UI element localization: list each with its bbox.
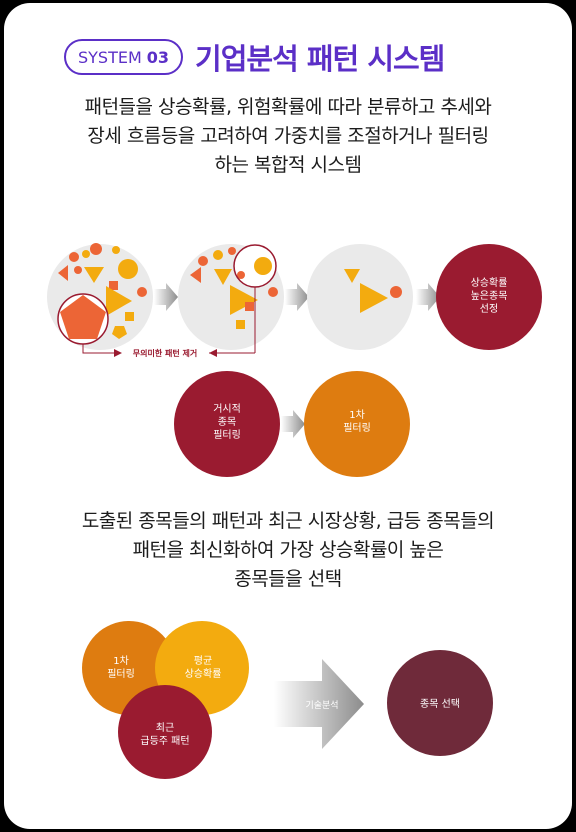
flow-arrow-2	[285, 283, 309, 311]
macro-filter-line: 필터링	[213, 429, 241, 441]
primary-filter-line: 필터링	[343, 422, 371, 434]
pattern-removal-connector: 무의미한 패턴 제거	[82, 287, 256, 358]
flow-arrow-1	[154, 283, 178, 311]
combo-a-line: 1차	[113, 655, 129, 667]
outro-line: 도출된 종목들의 패턴과 최근 시장상황, 급등 종목들의	[81, 510, 495, 532]
result-circle-top-stocks: 상승확률 높은종목 선정	[436, 244, 542, 350]
technical-analysis-arrow: 기술분석	[274, 659, 364, 749]
intro-line: 장세 흐름등을 고려하여 가중치를 조절하거나 필터링	[87, 125, 489, 147]
combo-b-line: 상승확률	[185, 668, 222, 680]
flow-arrow-3	[416, 283, 440, 311]
stage-circle-1	[47, 243, 153, 350]
system-card: SYSTEM 03 기업분석 패턴 시스템 패턴들을 상승확률, 위험확률에 따…	[4, 3, 572, 829]
system-badge: SYSTEM 03	[64, 39, 184, 75]
stock-selection-circle: 종목 선택	[387, 650, 493, 756]
primary-filter-circle: 1차 필터링	[304, 371, 410, 477]
system-diagram: 상승확률 높은종목 선정 무의미한 패턴 제거 거시적 종목 필터링 1차 필터…	[47, 243, 542, 779]
stock-selection-label: 종목 선택	[420, 698, 460, 710]
combo-circle-recent-surge: 최근 급등주 패턴	[118, 685, 212, 779]
macro-filter-circle: 거시적 종목 필터링	[174, 371, 280, 477]
macro-filter-line: 거시적	[213, 403, 241, 415]
page-title: 기업분석 패턴 시스템	[195, 42, 445, 76]
combo-b-line: 평균	[194, 655, 212, 667]
combo-a-line: 필터링	[107, 668, 135, 680]
intro-line: 패턴들을 상승확률, 위험확률에 따라 분류하고 추세와	[84, 96, 492, 118]
badge-number: 03	[146, 47, 170, 67]
result-line: 상승확률	[471, 277, 508, 289]
outro-description: 도출된 종목들의 패턴과 최근 시장상황, 급등 종목들의 패턴을 최신화하여 …	[24, 507, 552, 594]
pattern-removal-label: 무의미한 패턴 제거	[133, 348, 197, 358]
intro-line: 하는 복합적 시스템	[214, 154, 362, 176]
stage-circle-2	[178, 244, 284, 350]
combo-c-line: 급등주 패턴	[140, 735, 189, 747]
stage-circle-3	[307, 244, 413, 350]
header: SYSTEM 03 기업분석 패턴 시스템	[64, 37, 445, 77]
flow-arrow-4	[281, 410, 305, 438]
macro-filter-line: 종목	[218, 416, 236, 428]
combo-c-line: 최근	[156, 722, 174, 734]
result-line: 선정	[480, 303, 498, 315]
badge-prefix: SYSTEM	[78, 47, 142, 67]
intro-description: 패턴들을 상승확률, 위험확률에 따라 분류하고 추세와 장세 흐름등을 고려하…	[24, 93, 552, 180]
result-line: 높은종목	[471, 290, 508, 302]
primary-filter-line: 1차	[349, 409, 365, 421]
technical-analysis-label: 기술분석	[305, 700, 338, 711]
outro-line: 종목들을 선택	[234, 568, 342, 590]
outro-line: 패턴을 최신화하여 가장 상승확률이 높은	[132, 539, 444, 561]
